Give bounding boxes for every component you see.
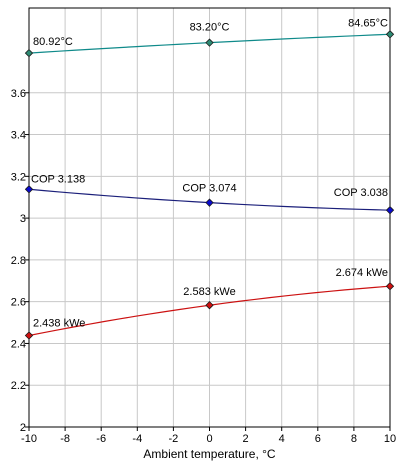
data-point-power xyxy=(205,301,214,310)
data-point-cop xyxy=(24,185,34,194)
y-tick-label: 2.4 xyxy=(11,338,26,350)
data-point-power xyxy=(24,331,34,340)
data-point-temperature xyxy=(205,38,214,47)
axis-ticks: -10 -8 -6 -4 -2 0 2 4 6 8 10 2 2.2 2.4 2.6 2.8 3 3.2 3.4 3.… xyxy=(11,88,396,445)
data-label-cop: COP 3.138 xyxy=(31,173,85,185)
data-label-power: 2.583 kWe xyxy=(183,286,235,298)
y-tick-label: 3.2 xyxy=(11,171,26,183)
series-power: 2.438 kWe 2.583 kWe 2.674 kWe xyxy=(24,267,395,340)
y-tick-label: 2.2 xyxy=(11,380,26,392)
y-tick-label: 3.6 xyxy=(11,88,26,100)
data-label-temperature: 83.20°C xyxy=(190,22,230,34)
x-tick-label: 10 xyxy=(384,433,396,445)
x-tick-label: 6 xyxy=(315,433,321,445)
y-tick-label: 3.4 xyxy=(11,130,26,142)
y-tick-label: 3 xyxy=(20,213,26,225)
data-point-cop xyxy=(385,206,395,215)
data-label-temperature: 84.65°C xyxy=(348,17,388,29)
data-label-cop: COP 3.074 xyxy=(182,183,236,195)
x-tick-label: -8 xyxy=(60,433,70,445)
x-tick-label: -2 xyxy=(169,433,179,445)
data-label-power: 2.674 kWe xyxy=(336,267,388,279)
x-axis-label: Ambient temperature, °C xyxy=(143,447,276,461)
x-tick-label: -6 xyxy=(96,433,106,445)
y-tick-label: 2.8 xyxy=(11,255,26,267)
x-tick-label: 2 xyxy=(243,433,249,445)
series-cop: COP 3.138 COP 3.074 COP 3.038 xyxy=(24,173,395,215)
x-tick-label: 0 xyxy=(206,433,212,445)
y-tick-label: 2 xyxy=(20,422,26,434)
data-point-cop xyxy=(205,198,214,207)
x-tick-label: -10 xyxy=(21,433,37,445)
data-point-temperature xyxy=(24,48,34,58)
data-label-power: 2.438 kWe xyxy=(33,318,85,330)
series-temperature: 80.92°C 83.20°C 84.65°C xyxy=(24,17,395,58)
x-tick-label: 4 xyxy=(279,433,285,445)
x-tick-label: 8 xyxy=(351,433,357,445)
data-label-temperature: 80.92°C xyxy=(33,36,73,48)
x-tick-label: -4 xyxy=(132,433,142,445)
data-point-power xyxy=(385,282,395,291)
data-label-cop: COP 3.038 xyxy=(334,187,388,199)
data-point-temperature xyxy=(385,30,395,39)
y-tick-label: 2.6 xyxy=(11,297,26,309)
